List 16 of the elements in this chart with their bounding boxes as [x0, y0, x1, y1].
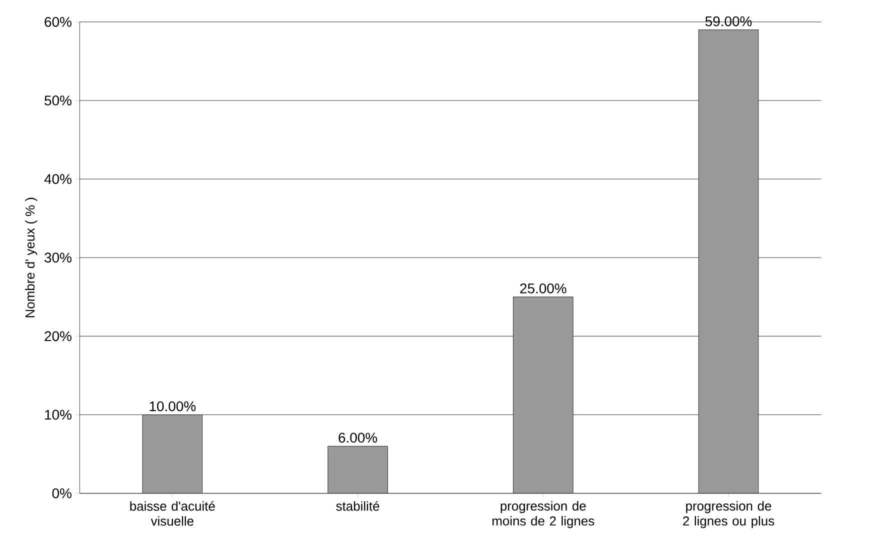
- y-tick-label: 40%: [44, 174, 72, 184]
- y-tick-label: 30%: [44, 252, 72, 263]
- x-tick-label: stabilité: [336, 501, 380, 511]
- y-tick-label: 0%: [52, 488, 72, 498]
- x-tick-label: baisse d'acuité visuelle: [130, 501, 215, 526]
- y-tick-label: 60%: [44, 16, 72, 27]
- data-label: 59.00%: [705, 16, 752, 26]
- y-tick-label: 20%: [44, 331, 72, 342]
- x-tick-label: progression de 2 lignes ou plus: [683, 501, 774, 528]
- data-label: 6.00%: [338, 432, 378, 443]
- data-label: 25.00%: [520, 283, 566, 294]
- y-tick-label: 10%: [45, 410, 72, 420]
- y-axis-title: Nombre d' yeux ( % ): [25, 198, 38, 318]
- y-tick-label: 50%: [44, 95, 72, 106]
- x-tick-label: progression de moins de 2 lignes: [492, 501, 594, 528]
- data-label: 10.00%: [150, 401, 196, 412]
